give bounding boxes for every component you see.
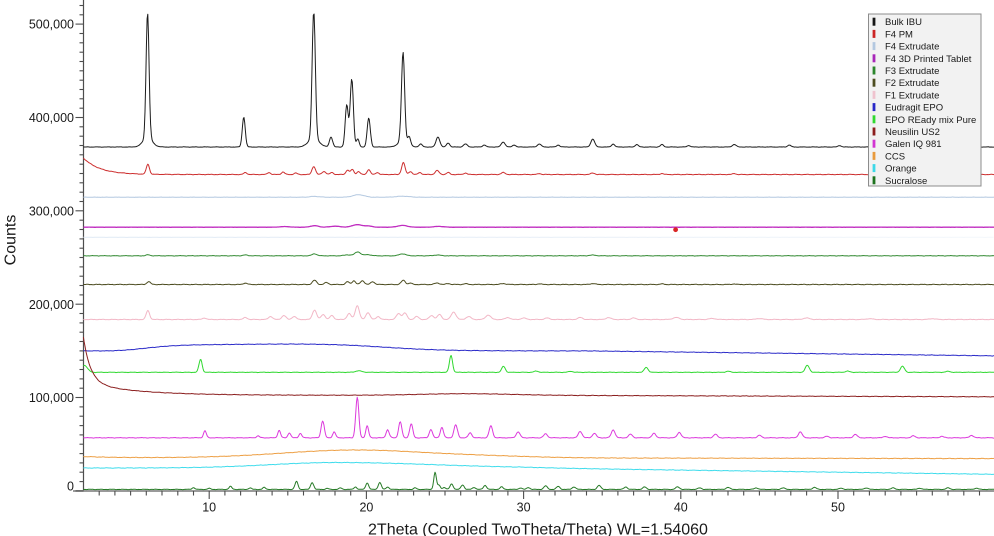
- svg-text:200,000: 200,000: [29, 298, 74, 312]
- svg-text:F4 Extrudate: F4 Extrudate: [885, 42, 939, 53]
- svg-text:30: 30: [517, 501, 531, 515]
- svg-text:400,000: 400,000: [29, 111, 74, 125]
- svg-text:2Theta (Coupled TwoTheta/Theta: 2Theta (Coupled TwoTheta/Theta) WL=1.540…: [368, 522, 708, 536]
- svg-text:CCS: CCS: [885, 151, 905, 162]
- svg-text:Sucralose: Sucralose: [885, 176, 927, 187]
- svg-text:Neusilin US2: Neusilin US2: [885, 127, 940, 138]
- svg-text:300,000: 300,000: [29, 204, 74, 218]
- svg-text:EPO REady mix Pure: EPO REady mix Pure: [885, 115, 976, 126]
- svg-text:Galen IQ 981: Galen IQ 981: [885, 139, 942, 150]
- svg-text:50: 50: [831, 501, 845, 515]
- svg-text:Bulk IBU: Bulk IBU: [885, 17, 922, 28]
- svg-text:10: 10: [202, 501, 216, 515]
- svg-text:F1 Extrudate: F1 Extrudate: [885, 90, 939, 101]
- svg-text:F2 Extrudate: F2 Extrudate: [885, 78, 939, 89]
- svg-text:Eudragit EPO: Eudragit EPO: [885, 103, 943, 114]
- svg-text:100,000: 100,000: [29, 391, 74, 405]
- svg-text:40: 40: [674, 501, 688, 515]
- svg-text:0: 0: [67, 479, 74, 493]
- svg-text:F4 3D Printed Tablet: F4 3D Printed Tablet: [885, 54, 972, 65]
- svg-text:20: 20: [359, 501, 373, 515]
- svg-text:500,000: 500,000: [29, 18, 74, 32]
- svg-text:F3 Extrudate: F3 Extrudate: [885, 66, 939, 77]
- svg-text:F4 PM: F4 PM: [885, 29, 913, 40]
- svg-text:Orange: Orange: [885, 164, 917, 175]
- svg-text:Counts: Counts: [3, 215, 20, 266]
